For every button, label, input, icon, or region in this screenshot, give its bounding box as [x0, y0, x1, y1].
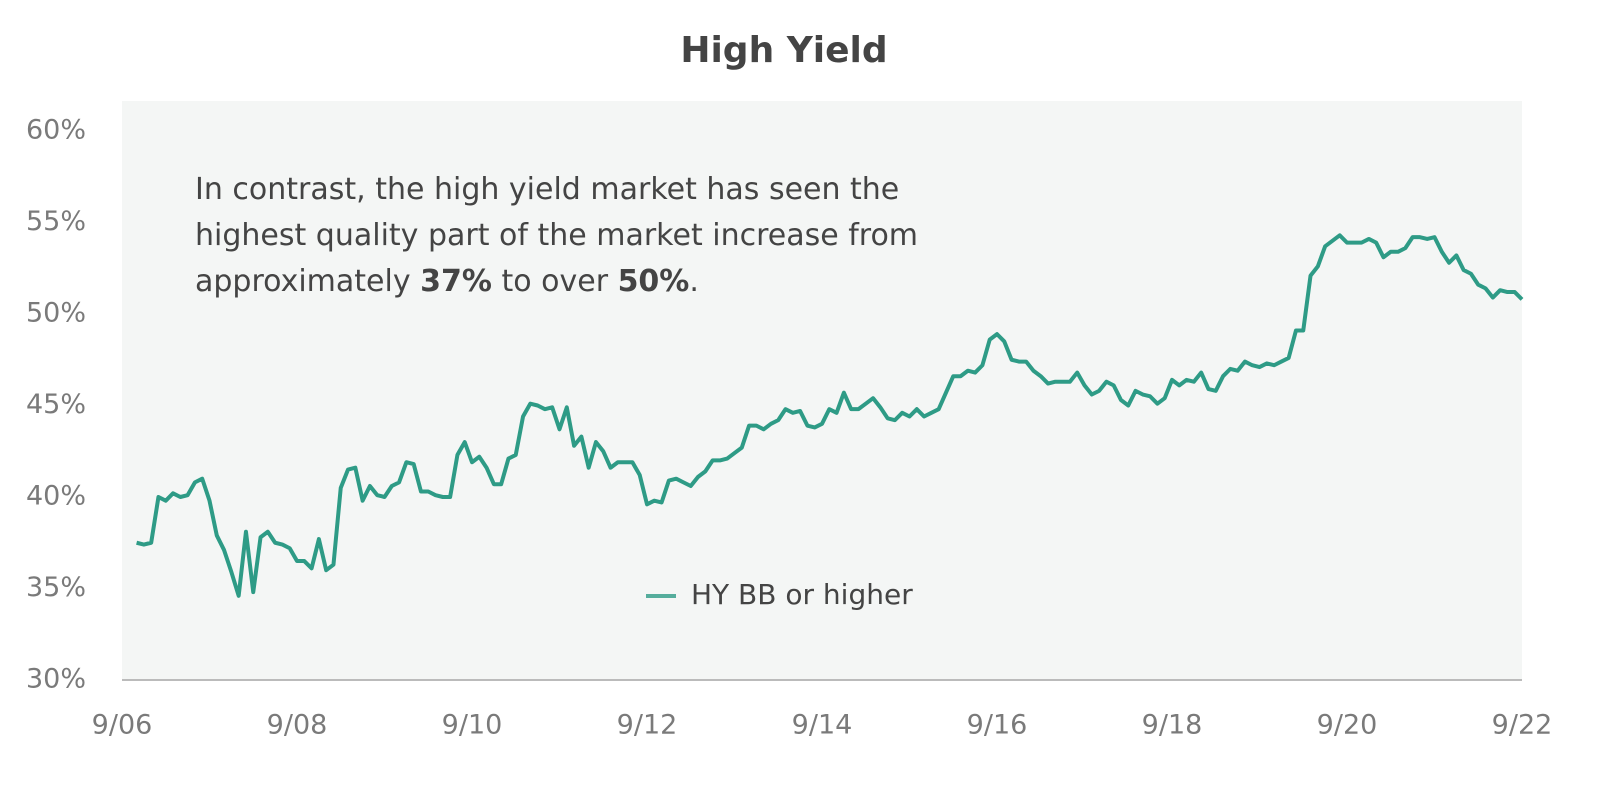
annotation-text: 37% — [420, 264, 492, 299]
x-tick-label: 9/10 — [442, 710, 503, 741]
x-tick-label: 9/20 — [1317, 710, 1378, 741]
annotation-text: highest quality part of the market incre… — [195, 218, 918, 253]
y-tick-label: 50% — [26, 298, 86, 329]
y-tick-label: 40% — [26, 481, 86, 512]
chart-title: High Yield — [680, 30, 887, 71]
annotation-line: highest quality part of the market incre… — [195, 218, 918, 253]
x-tick-label: 9/22 — [1492, 710, 1553, 741]
plot-background — [122, 101, 1522, 680]
x-tick-label: 9/18 — [1142, 710, 1203, 741]
x-tick-label: 9/06 — [92, 710, 153, 741]
y-tick-label: 45% — [26, 389, 86, 420]
y-tick-label: 30% — [26, 664, 86, 695]
annotation-text: In contrast, the high yield market has s… — [195, 172, 899, 207]
annotation-text: . — [689, 264, 699, 299]
y-tick-label: 35% — [26, 572, 86, 603]
x-tick-label: 9/08 — [267, 710, 328, 741]
legend-label: HY BB or higher — [691, 578, 913, 611]
y-tick-label: 60% — [26, 115, 86, 146]
series-line — [136, 233, 1524, 598]
annotation-text: to over — [492, 264, 618, 299]
x-tick-label: 9/16 — [967, 710, 1028, 741]
annotation-text: 50% — [618, 264, 690, 299]
annotation-line: In contrast, the high yield market has s… — [195, 172, 899, 207]
y-tick-label: 55% — [26, 206, 86, 237]
annotation-text: approximately — [195, 264, 420, 299]
x-tick-label: 9/14 — [792, 710, 853, 741]
annotation-line: approximately 37% to over 50%. — [195, 264, 699, 299]
x-tick-label: 9/12 — [617, 710, 678, 741]
